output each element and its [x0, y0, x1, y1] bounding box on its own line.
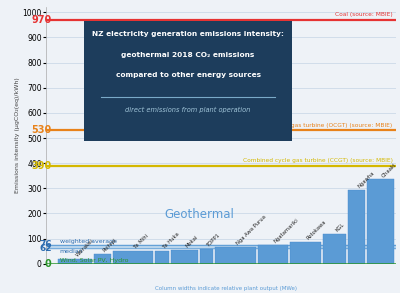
Text: 0: 0: [45, 259, 52, 269]
Text: Mokai: Mokai: [184, 234, 198, 249]
Text: Combined cycle gas turbine (CCGT) (source: MBIE): Combined cycle gas turbine (CCGT) (sourc…: [243, 158, 393, 163]
Text: compared to other energy sources: compared to other energy sources: [116, 72, 260, 78]
Text: TOPP1: TOPP1: [206, 232, 222, 248]
Bar: [155, 251, 169, 264]
Text: weighted average: weighted average: [60, 239, 116, 244]
Text: 970: 970: [32, 15, 52, 25]
Bar: [46, 245, 396, 248]
Bar: [348, 190, 365, 264]
Bar: [94, 254, 110, 264]
Text: direct emissions from plant operation: direct emissions from plant operation: [125, 107, 251, 113]
Text: geothermal 2018 CO₂ emissions: geothermal 2018 CO₂ emissions: [121, 52, 255, 58]
Bar: [290, 242, 321, 264]
Bar: [367, 180, 394, 264]
Text: Ngatamariki: Ngatamariki: [273, 218, 300, 244]
Text: Ngawha: Ngawha: [357, 170, 376, 189]
Text: Geothermal: Geothermal: [164, 208, 234, 221]
Text: Nga Awa Purua: Nga Awa Purua: [236, 215, 267, 246]
Text: Open cycle gas turbine (OCGT) (source: MBIE): Open cycle gas turbine (OCGT) (source: M…: [256, 123, 393, 128]
Bar: [58, 259, 92, 264]
Text: Te Mihi: Te Mihi: [133, 234, 149, 250]
Bar: [258, 245, 288, 264]
FancyBboxPatch shape: [76, 16, 300, 145]
Text: 76: 76: [39, 240, 52, 249]
Text: Coal (source: MBIE): Coal (source: MBIE): [335, 12, 393, 17]
Text: Ohaaki: Ohaaki: [381, 162, 398, 178]
Text: Poihipi: Poihipi: [102, 237, 118, 253]
Y-axis label: Emissions intensity (µgCO₂(eq)/kWh): Emissions intensity (µgCO₂(eq)/kWh): [15, 78, 20, 193]
Text: KGL: KGL: [334, 222, 345, 233]
Text: Wairakei: Wairakei: [75, 238, 94, 258]
Text: Wind, Solar PV, Hydro: Wind, Solar PV, Hydro: [60, 258, 128, 263]
Text: Te Huka: Te Huka: [162, 231, 180, 250]
Text: Rotokawa: Rotokawa: [306, 219, 327, 241]
Text: median: median: [60, 249, 83, 254]
Text: 390: 390: [32, 161, 52, 171]
Bar: [112, 251, 153, 264]
Bar: [171, 250, 198, 264]
Bar: [215, 247, 256, 264]
Bar: [200, 249, 213, 264]
Text: Column widths indicate relative plant output (MWe): Column widths indicate relative plant ou…: [155, 286, 297, 291]
Text: NZ electricity generation emissions intensity:: NZ electricity generation emissions inte…: [92, 31, 284, 37]
Text: 62: 62: [39, 243, 52, 253]
Text: 530: 530: [32, 125, 52, 135]
Bar: [323, 234, 346, 264]
